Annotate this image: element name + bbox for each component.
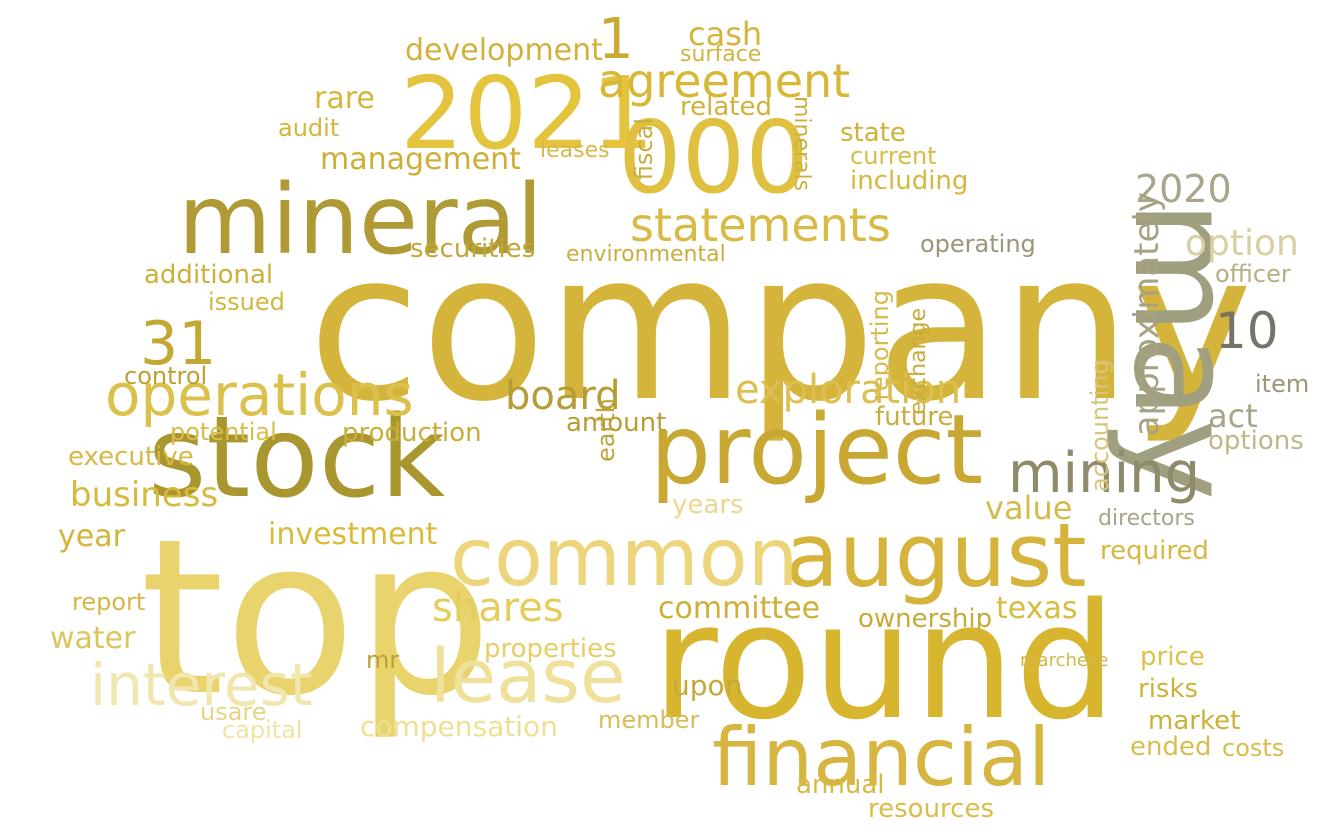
cloud-word: costs (1222, 734, 1285, 762)
cloud-word: environmental (566, 242, 726, 267)
cloud-word: stock (148, 393, 446, 523)
cloud-word: future (875, 402, 954, 432)
cloud-word: item (1255, 370, 1310, 398)
cloud-word: 10 (1215, 302, 1279, 360)
cloud-word: report (72, 588, 146, 616)
cloud-word: compensation (360, 710, 558, 743)
cloud-word: financial (712, 711, 1051, 804)
cloud-word: cash (688, 15, 763, 53)
cloud-word: 2020 (1135, 167, 1232, 211)
cloud-word: usare (200, 698, 267, 726)
cloud-word: member (598, 706, 700, 734)
cloud-word: board (505, 373, 621, 419)
cloud-word: operating (920, 230, 1036, 258)
cloud-word: water (50, 621, 136, 656)
cloud-word: upon (672, 669, 743, 702)
cloud-word: capital (222, 716, 303, 744)
cloud-word: related (680, 92, 772, 122)
cloud-word: executive (68, 442, 194, 472)
cloud-word: texas (996, 591, 1078, 626)
cloud-word: required (1100, 536, 1209, 566)
cloud-word: reporting (866, 290, 894, 401)
cloud-word: value (985, 489, 1073, 527)
cloud-word: mining (1008, 441, 1201, 506)
cloud-word: option (1185, 223, 1299, 264)
cloud-word: marchese (1020, 650, 1109, 671)
cloud-word: fiscal (630, 118, 658, 181)
cloud-word: rare (314, 81, 375, 116)
cloud-word: current (850, 142, 937, 170)
cloud-word: options (1208, 426, 1304, 456)
cloud-word: mineral (178, 164, 544, 276)
cloud-word: annual (796, 770, 885, 800)
cloud-word: development (405, 33, 603, 68)
cloud-word: committee (658, 591, 821, 626)
cloud-word: management (320, 142, 521, 177)
cloud-word: agreement (598, 54, 851, 108)
cloud-word: directors (1098, 506, 1195, 531)
cloud-word: 2021 (400, 55, 655, 172)
cloud-word: amount (566, 408, 667, 438)
cloud-word: accounting (1086, 359, 1114, 492)
cloud-word: shares (432, 585, 564, 631)
cloud-word: price (1140, 642, 1205, 672)
cloud-word: approximately (1127, 192, 1167, 437)
cloud-word: risks (1138, 674, 1199, 704)
cloud-word: common (450, 511, 799, 604)
cloud-word: investment (268, 517, 438, 552)
cloud-word: ended (1130, 732, 1212, 762)
cloud-word: control (124, 362, 208, 390)
cloud-word: including (850, 166, 969, 196)
cloud-word: 1 (598, 7, 634, 72)
cloud-word: round (652, 568, 1117, 755)
cloud-word: production (342, 418, 482, 448)
cloud-word: top (140, 492, 493, 743)
cloud-word: company (308, 209, 1253, 447)
cloud-word: resources (868, 794, 995, 824)
cloud-word: audit (278, 114, 340, 142)
cloud-word: years (672, 490, 744, 520)
cloud-word: securities (410, 234, 536, 264)
cloud-word: officer (1215, 260, 1291, 288)
cloud-word: exchange (906, 308, 931, 415)
cloud-word: surface (680, 42, 762, 67)
cloud-word: operations (105, 361, 414, 429)
cloud-word: market (1148, 706, 1241, 736)
cloud-word: year (58, 519, 125, 554)
cloud-word: exploration (735, 367, 962, 413)
cloud-word: additional (144, 260, 274, 290)
cloud-word: leases (540, 138, 610, 163)
cloud-word: 000 (618, 99, 809, 216)
cloud-word: potential (170, 418, 277, 446)
cloud-word: business (70, 475, 219, 515)
cloud-word: mr (366, 646, 400, 674)
cloud-word: august (785, 504, 1087, 607)
cloud-word: project (650, 394, 984, 506)
cloud-word: lease (430, 634, 626, 720)
cloud-word: act (1208, 397, 1258, 435)
cloud-word: issued (208, 288, 285, 316)
cloud-word: interest (90, 651, 313, 719)
cloud-word: earth (592, 398, 620, 462)
cloud-word: state (840, 118, 906, 148)
cloud-word: properties (484, 634, 617, 664)
cloud-word: minerals (789, 96, 814, 192)
cloud-word: statements (630, 198, 891, 252)
cloud-word: ownership (858, 604, 993, 634)
cloud-word: 31 (140, 309, 217, 379)
